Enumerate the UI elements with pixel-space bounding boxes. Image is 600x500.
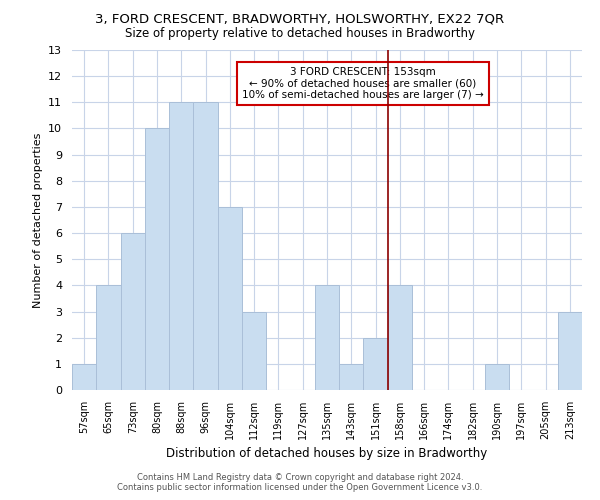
Bar [388, 286, 412, 390]
Bar [72, 364, 96, 390]
Bar [193, 102, 218, 390]
Bar [364, 338, 388, 390]
Text: 3, FORD CRESCENT, BRADWORTHY, HOLSWORTHY, EX22 7QR: 3, FORD CRESCENT, BRADWORTHY, HOLSWORTHY… [95, 12, 505, 26]
Bar [145, 128, 169, 390]
Bar [485, 364, 509, 390]
Bar [96, 286, 121, 390]
Text: Contains HM Land Registry data © Crown copyright and database right 2024.
Contai: Contains HM Land Registry data © Crown c… [118, 473, 482, 492]
Bar [339, 364, 364, 390]
Y-axis label: Number of detached properties: Number of detached properties [32, 132, 43, 308]
Text: 3 FORD CRESCENT: 153sqm
← 90% of detached houses are smaller (60)
10% of semi-de: 3 FORD CRESCENT: 153sqm ← 90% of detache… [242, 67, 484, 100]
Bar [315, 286, 339, 390]
Bar [242, 312, 266, 390]
X-axis label: Distribution of detached houses by size in Bradworthy: Distribution of detached houses by size … [166, 448, 488, 460]
Bar [169, 102, 193, 390]
Text: Size of property relative to detached houses in Bradworthy: Size of property relative to detached ho… [125, 28, 475, 40]
Bar [218, 207, 242, 390]
Bar [121, 233, 145, 390]
Bar [558, 312, 582, 390]
